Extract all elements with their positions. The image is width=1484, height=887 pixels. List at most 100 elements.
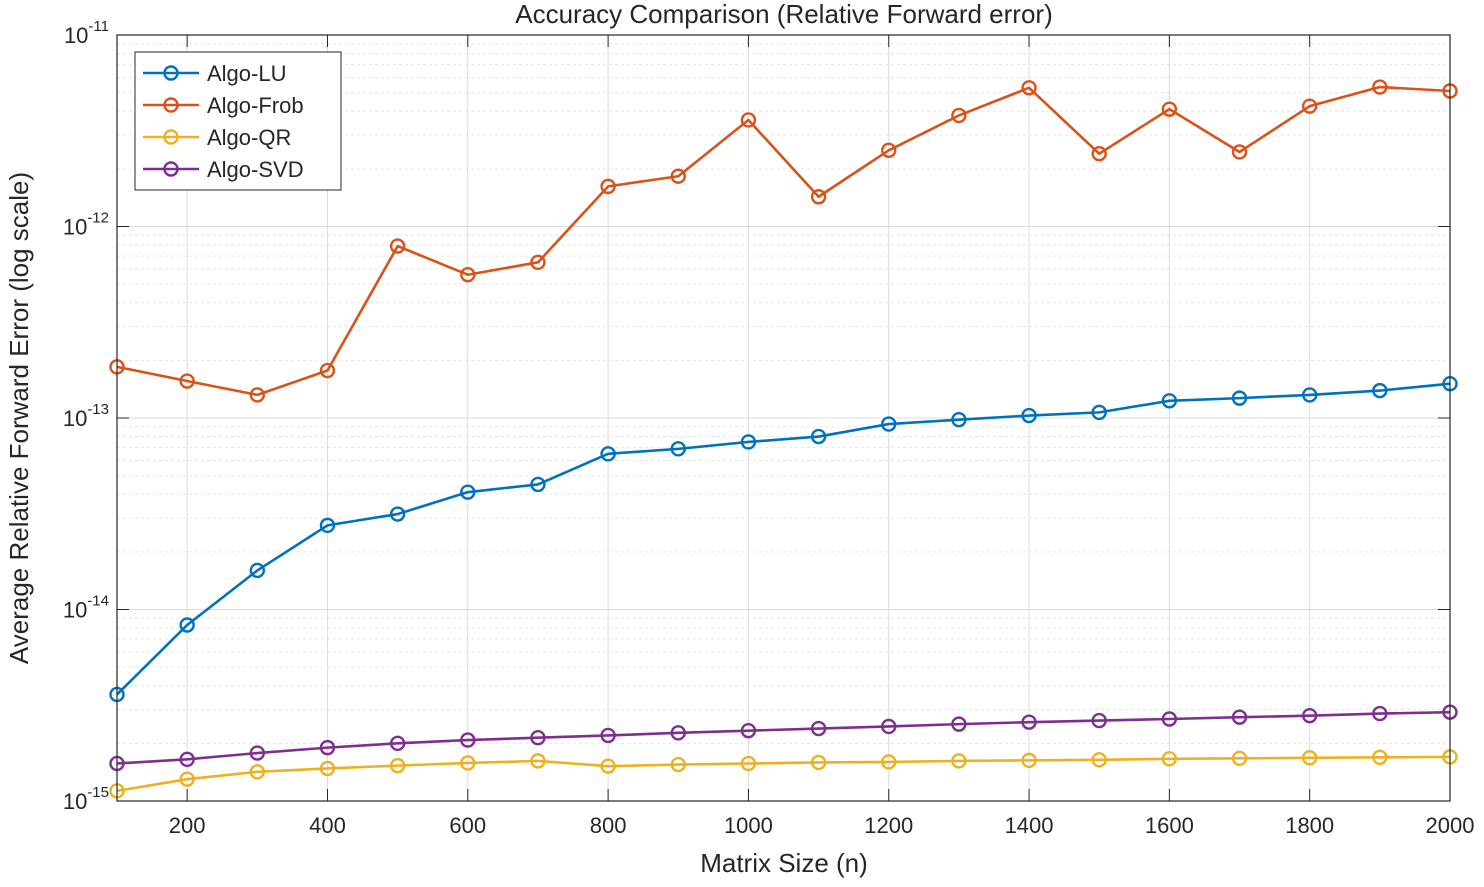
data-point	[389, 735, 406, 752]
data-point	[1021, 714, 1037, 730]
data-point	[600, 178, 616, 195]
data-point	[249, 387, 266, 403]
data-point	[460, 732, 476, 748]
data-point	[319, 362, 336, 379]
data-point	[179, 617, 195, 633]
x-tick-label: 1200	[864, 813, 913, 838]
data-point	[740, 755, 757, 772]
data-point	[881, 142, 897, 158]
data-point	[600, 446, 616, 462]
y-tick-label: 10-15	[63, 784, 109, 814]
data-point	[810, 189, 827, 205]
x-tick-label: 600	[449, 813, 486, 838]
data-point	[1231, 750, 1248, 767]
legend-label: Algo-LU	[207, 61, 286, 86]
data-point	[1231, 390, 1248, 406]
series-line	[116, 755, 1451, 793]
data-point	[1091, 712, 1107, 729]
data-point	[670, 725, 686, 741]
data-point	[389, 757, 406, 774]
series-Algo-Frob	[109, 79, 1458, 403]
y-tick-label: 10-12	[63, 210, 109, 240]
y-tick-label: 10-14	[63, 593, 109, 623]
data-point	[951, 411, 967, 428]
data-point	[740, 722, 757, 739]
x-tick-label: 1000	[724, 813, 773, 838]
data-point	[1231, 709, 1248, 725]
data-point	[1372, 79, 1388, 95]
legend-item: Algo-QR	[143, 125, 291, 150]
data-point	[1372, 382, 1388, 399]
y-tick-label: 10-13	[63, 401, 109, 431]
data-point	[740, 112, 757, 128]
data-point	[1161, 393, 1178, 409]
y-axis-title: Average Relative Forward Error (log scal…	[4, 172, 34, 664]
legend-marker	[163, 161, 179, 177]
data-point	[1021, 80, 1037, 96]
legend-marker	[163, 97, 179, 113]
data-point	[600, 758, 616, 774]
series-Algo-LU	[109, 376, 1458, 703]
x-axis-title: Matrix Size (n)	[700, 848, 868, 878]
x-tick-label: 1800	[1285, 813, 1334, 838]
data-point	[249, 764, 266, 780]
data-point	[881, 416, 897, 432]
legend-item: Algo-Frob	[143, 93, 304, 118]
data-point	[600, 727, 616, 744]
data-point	[1091, 752, 1107, 768]
data-point	[1372, 749, 1388, 766]
legend: Algo-LU Algo-Frob Algo-QR Algo-SVD	[134, 51, 342, 191]
data-point	[881, 718, 897, 735]
data-point	[179, 771, 195, 787]
data-point	[1301, 707, 1318, 724]
data-point	[810, 428, 827, 445]
data-point	[951, 716, 967, 732]
x-tick-label: 800	[590, 813, 627, 838]
data-point	[1161, 751, 1178, 767]
data-point	[1372, 705, 1388, 722]
data-point	[530, 254, 546, 271]
data-point	[460, 267, 476, 283]
x-tick-label: 400	[309, 813, 346, 838]
data-point	[1231, 144, 1248, 160]
x-tick-label: 2000	[1426, 813, 1475, 838]
data-point	[179, 751, 195, 768]
data-point	[1301, 387, 1318, 403]
y-tick-label: 10-11	[64, 18, 109, 48]
data-point	[1161, 711, 1178, 727]
data-point	[319, 739, 336, 756]
data-point	[1301, 750, 1318, 766]
data-point	[1161, 101, 1178, 117]
data-point	[530, 753, 546, 769]
series-line	[116, 710, 1451, 765]
data-point	[1021, 752, 1037, 769]
data-point	[389, 506, 406, 522]
data-point	[810, 754, 827, 771]
legend-label: Algo-QR	[207, 125, 291, 150]
legend-label: Algo-SVD	[207, 157, 304, 182]
data-point	[460, 484, 476, 500]
data-point	[881, 754, 897, 770]
data-point	[1091, 404, 1107, 421]
data-point	[951, 107, 967, 124]
data-point	[460, 755, 476, 771]
data-point	[179, 373, 195, 389]
data-point	[249, 745, 266, 761]
data-point	[530, 730, 546, 746]
chart-title: Accuracy Comparison (Relative Forward er…	[515, 0, 1052, 29]
legend-marker	[163, 129, 179, 145]
data-point	[249, 562, 266, 579]
data-point	[389, 238, 406, 254]
legend-box	[134, 51, 342, 191]
axis-ticks: 200 400 600 800 1000 1200 1400 1600 1800 2000 10-1…	[63, 18, 1475, 838]
data-point	[319, 517, 336, 534]
series-line	[116, 85, 1451, 397]
data-point	[319, 760, 336, 777]
data-point	[740, 434, 757, 450]
series-Algo-QR	[109, 749, 1458, 799]
data-point	[670, 168, 686, 184]
data-point	[1091, 145, 1107, 162]
data-point	[1021, 407, 1037, 424]
